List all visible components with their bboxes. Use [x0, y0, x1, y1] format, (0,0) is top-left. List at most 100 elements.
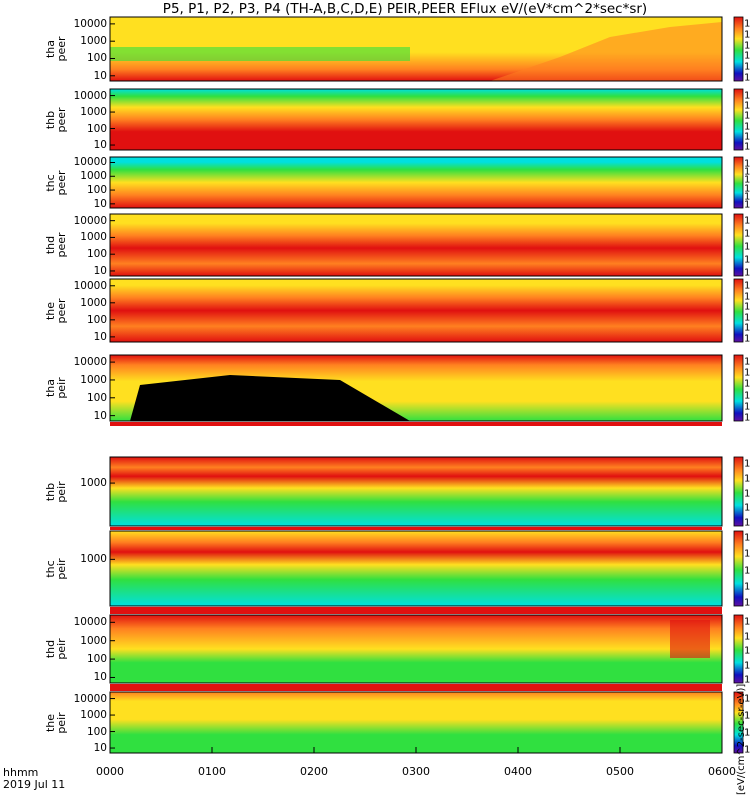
- heatmap-thb-peer: [110, 89, 722, 150]
- ylabel-instrument-thc-peir: peir: [55, 557, 68, 580]
- colorbar-tick-thc-peir-1: 105: [744, 548, 750, 560]
- xtick-label-0400: 0400: [504, 765, 532, 778]
- colorbar-tick-thd-peer-0: 107: [744, 215, 750, 227]
- colorbar-tick-thb-peir-3: 103: [744, 502, 750, 514]
- figure-title: P5, P1, P2, P3, P4 (TH-A,B,C,D,E) PEIR,P…: [162, 1, 648, 17]
- panel-frame-thc-peer: [109, 156, 723, 209]
- panel-frame-tha-peer: [109, 16, 723, 82]
- colorbar-tick-thd-peer-4: 103: [744, 267, 750, 279]
- ylabel-instrument-thc-peer: peer: [55, 169, 68, 196]
- panel-frame-the-peer: [109, 278, 723, 343]
- colorbar-tick-tha-peir-1: 105: [744, 367, 750, 379]
- colorbar-tick-thd-peir-1: 105: [744, 630, 750, 642]
- colorbar-tick-the-peir-1: 104: [744, 710, 750, 722]
- ylabel-the-peir: the peir: [44, 703, 68, 743]
- ytick-label-thd-peir-10: 10: [93, 671, 107, 684]
- colorbar-tick-the-peir-0: 106: [744, 693, 750, 705]
- panel-separator-2: [110, 527, 722, 530]
- colorbar-tick-tha-peer-4: 104: [744, 61, 750, 73]
- colorbar-tha-peer: [733, 16, 744, 82]
- ytick-label-the-peir-10: 10: [93, 742, 107, 755]
- colorbar-tick-thd-peir-0: 106: [744, 616, 750, 628]
- panel-separator-3: [110, 607, 722, 614]
- colorbar-tick-the-peer-0: 108: [744, 280, 750, 292]
- ytick-label-tha-peir-1000: 1000: [80, 373, 107, 386]
- colorbar-tick-thc-peer-3: 105: [744, 182, 750, 194]
- xtick-label-0600: 0600: [708, 765, 736, 778]
- colorbar-tick-thd-peer-1: 106: [744, 228, 750, 240]
- ytick-label-the-peir-1000: 1000: [80, 709, 107, 722]
- colorbar-tick-tha-peir-0: 106: [744, 356, 750, 368]
- feature-thd-peir-burst: [670, 620, 710, 658]
- feature-tha-peir-gap: [130, 375, 410, 421]
- ylabel-instrument-the-peer: peer: [55, 297, 68, 324]
- colorbar-tick-the-peer-5: 103: [744, 333, 750, 345]
- panel-frame-thb-peer: [109, 88, 723, 151]
- ytick-label-thb-peir-1000: 1000: [80, 477, 107, 490]
- colorbar-tick-thb-peer-3: 105: [744, 120, 750, 132]
- ylabel-tha-peer: tha peer: [44, 29, 68, 69]
- ytick-label-the-peer-10: 10: [93, 330, 107, 343]
- colorbar-tick-thd-peer-2: 105: [744, 241, 750, 253]
- ylabel-instrument-thb-peer: peer: [55, 106, 68, 133]
- ylabel-instrument-tha-peer: peer: [55, 36, 68, 62]
- colorbar-tick-tha-peer-3: 105: [744, 50, 750, 62]
- colorbar-tick-tha-peir-4: 102: [744, 401, 750, 413]
- panel-separator-1: [110, 422, 722, 426]
- xtick-label-0200: 0200: [300, 765, 328, 778]
- colorbar-the-peer: [733, 278, 744, 343]
- ylabel-thd-peir: thd peir: [44, 629, 68, 669]
- ylabel-thb-peer: thb peer: [44, 100, 68, 140]
- ylabel-instrument-the-peir: peir: [55, 711, 68, 734]
- colorbar-tick-thb-peer-5: 103: [744, 141, 750, 153]
- colorbar-tick-thd-peir-3: 103: [744, 659, 750, 671]
- colorbar-thc-peir: [733, 530, 744, 607]
- xtick-label-0300: 0300: [402, 765, 430, 778]
- colorbar-tick-tha-peer-0: 108: [744, 18, 750, 30]
- colorbar-thb-peir: [733, 456, 744, 527]
- colorbar-tick-thc-peir-0: 106: [744, 532, 750, 544]
- colorbar-tick-thc-peir-2: 104: [744, 564, 750, 576]
- colorbar-tick-the-peer-3: 105: [744, 312, 750, 324]
- colorbar-tick-thd-peir-2: 104: [744, 645, 750, 657]
- colorbar-tick-thc-peer-1: 107: [744, 166, 750, 178]
- xtick-label-0500: 0500: [606, 765, 634, 778]
- ytick-label-thc-peer-100: 100: [86, 184, 107, 197]
- xtick-label-0000: 0000: [96, 765, 124, 778]
- colorbar-tick-the-peer-1: 107: [744, 290, 750, 302]
- colorbar-tick-tha-peir-5: 101: [744, 412, 750, 424]
- colorbar-tick-thb-peer-4: 104: [744, 131, 750, 143]
- ylabel-thb-peir: thb peir: [44, 472, 68, 512]
- ytick-label-tha-peer-10000: 10000: [73, 17, 107, 30]
- ylabel-instrument-thb-peir: peir: [55, 480, 68, 503]
- heatmap-thd-peer: [110, 214, 722, 276]
- ytick-label-thb-peer-10000: 10000: [73, 89, 107, 102]
- ytick-label-thc-peer-10000: 10000: [73, 156, 107, 169]
- ylabel-the-peer: the peer: [44, 291, 68, 331]
- ylabel-instrument-tha-peir: peir: [55, 377, 68, 399]
- colorbar-tick-thb-peer-2: 106: [744, 110, 750, 122]
- panel-frame-thd-peir: [109, 614, 723, 684]
- ylabel-thd-peer: thd peer: [44, 225, 68, 265]
- heatmap-the-peir: [110, 692, 722, 753]
- colorbar-tick-thc-peir-4: 102: [744, 597, 750, 609]
- colorbar-tick-thb-peir-2: 104: [744, 487, 750, 499]
- colorbar-thb-peer: [733, 88, 744, 151]
- feature-tha-peer-band: [110, 47, 410, 61]
- panel-frame-thd-peer: [109, 213, 723, 277]
- ytick-label-thc-peir-1000: 1000: [80, 553, 107, 566]
- colorbar-tick-thb-peir-4: 102: [744, 517, 750, 529]
- ytick-label-thd-peir-1000: 1000: [80, 634, 107, 647]
- panel-frame-thb-peir: [109, 456, 723, 527]
- colorbar-tick-thb-peir-0: 106: [744, 458, 750, 470]
- colorbar-thd-peir: [733, 614, 744, 684]
- ytick-label-tha-peir-10000: 10000: [73, 356, 107, 369]
- colorbar-tick-thd-peer-3: 104: [744, 254, 750, 266]
- colorbar-tick-thc-peer-4: 104: [744, 191, 750, 203]
- colorbar-tick-tha-peer-2: 106: [744, 39, 750, 51]
- ytick-label-thb-peer-1000: 1000: [80, 106, 107, 119]
- ytick-label-thc-peer-1000: 1000: [80, 170, 107, 183]
- panel-frame-tha-peir: [109, 354, 723, 422]
